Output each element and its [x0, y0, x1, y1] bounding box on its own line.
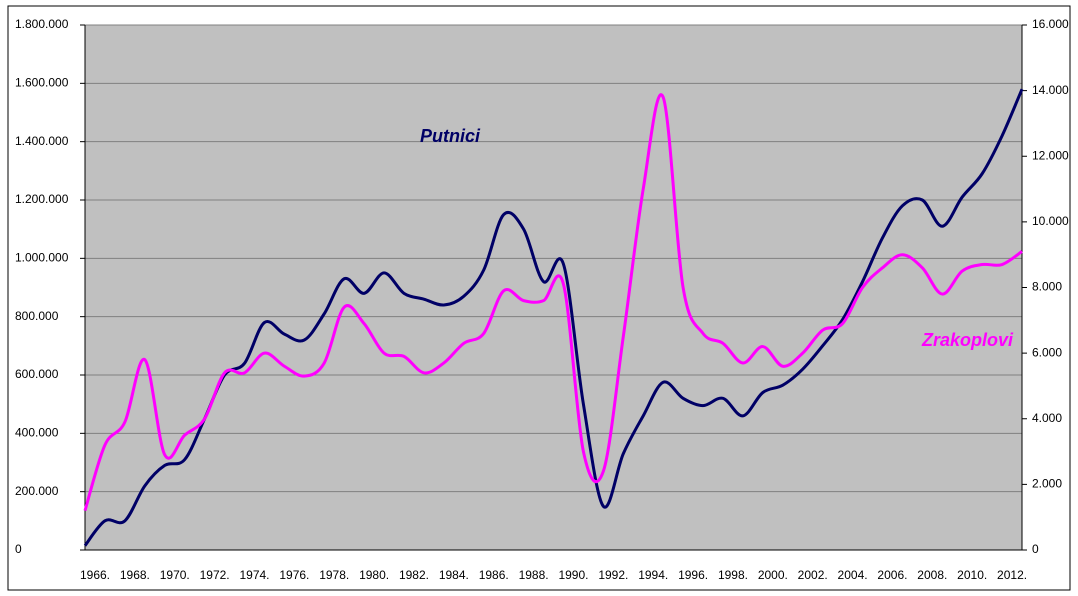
annotation: Putnici [420, 126, 481, 146]
y2-tick-label: 2.000 [1032, 477, 1062, 491]
x-tick-label: 2000. [758, 568, 788, 582]
x-tick-label: 1976. [279, 568, 309, 582]
y-tick-label: 1.000.000 [15, 251, 69, 265]
annotation: Zrakoplovi [921, 330, 1014, 350]
x-tick-label: 2006. [877, 568, 907, 582]
x-tick-label: 1996. [678, 568, 708, 582]
x-tick-label: 2002. [798, 568, 828, 582]
x-tick-label: 1970. [160, 568, 190, 582]
x-tick-label: 2010. [957, 568, 987, 582]
x-tick-label: 2008. [917, 568, 947, 582]
x-tick-label: 2004. [838, 568, 868, 582]
x-tick-label: 1988. [519, 568, 549, 582]
x-tick-label: 2012. [997, 568, 1027, 582]
x-tick-label: 1966. [80, 568, 110, 582]
x-tick-label: 1972. [200, 568, 230, 582]
x-tick-label: 1998. [718, 568, 748, 582]
x-tick-label: 1974. [239, 568, 269, 582]
y2-tick-label: 16.000 [1032, 17, 1069, 31]
x-tick-label: 1990. [558, 568, 588, 582]
y-tick-label: 400.000 [15, 426, 59, 440]
line-series [83, 93, 1023, 512]
y2-tick-label: 8.000 [1032, 280, 1062, 294]
y-tick-label: 1.400.000 [15, 134, 69, 148]
y-tick-label: 1.600.000 [15, 76, 69, 90]
y-tick-label: 800.000 [15, 309, 59, 323]
y2-tick-label: 6.000 [1032, 345, 1062, 359]
x-tick-label: 1994. [638, 568, 668, 582]
x-tick-label: 1992. [598, 568, 628, 582]
y2-tick-label: 14.000 [1032, 83, 1069, 97]
y2-tick-label: 4.000 [1032, 411, 1062, 425]
y-tick-label: 1.200.000 [15, 192, 69, 206]
x-tick-label: 1968. [120, 568, 150, 582]
x-tick-label: 1980. [359, 568, 389, 582]
x-tick-label: 1982. [399, 568, 429, 582]
y2-tick-label: 0 [1032, 542, 1039, 556]
y2-tick-label: 12.000 [1032, 148, 1069, 162]
y2-tick-label: 10.000 [1032, 214, 1069, 228]
y-tick-label: 1.800.000 [15, 17, 69, 31]
y-tick-label: 0 [15, 542, 22, 556]
line-series [83, 88, 1024, 547]
y-tick-label: 200.000 [15, 484, 59, 498]
y-tick-label: 600.000 [15, 367, 59, 381]
x-tick-label: 1978. [319, 568, 349, 582]
x-tick-label: 1986. [479, 568, 509, 582]
x-tick-label: 1984. [439, 568, 469, 582]
plot-area [84, 24, 1023, 551]
